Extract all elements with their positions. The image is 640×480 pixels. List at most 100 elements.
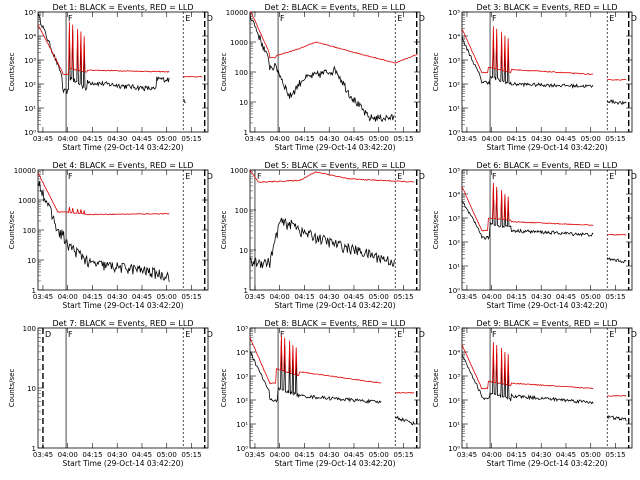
y-tick-label: 10³: [448, 215, 460, 223]
y-tick-label: 10¹: [24, 105, 36, 113]
panel-title: Det 8: BLACK = Events, RED = LLD: [265, 319, 406, 328]
lld-series-line: [250, 11, 418, 64]
y-tick-label: 10³: [236, 373, 248, 381]
x-tick-label: 03:45: [457, 451, 477, 459]
lld-series-line: [461, 182, 627, 236]
y-tick-label: 1000: [230, 167, 248, 175]
lld-series-line: [461, 26, 627, 81]
y-tick-label: 10000: [226, 9, 248, 17]
panel-title: Det 4: BLACK = Events, RED = LLD: [53, 161, 194, 170]
x-axis-label: Start Time (29-Oct-14 03:42:20): [62, 143, 183, 152]
plot-frame: [37, 169, 209, 291]
x-tick-label: 05:00: [157, 135, 177, 143]
panel-title: Det 5: BLACK = Events, RED = LLD: [265, 161, 406, 170]
y-tick-label: 10: [27, 257, 36, 265]
x-tick-label: 04:15: [506, 135, 526, 143]
time-marker-label: D: [419, 172, 425, 181]
y-tick-label: 10¹: [448, 263, 460, 271]
x-tick-label: 05:00: [581, 135, 601, 143]
plot-frame: [249, 169, 421, 291]
y-tick-label: 10⁴: [24, 33, 36, 41]
x-tick-label: 04:30: [531, 451, 551, 459]
panel-title: Det 7: BLACK = Events, RED = LLD: [53, 319, 194, 328]
x-tick-label: 03:45: [33, 451, 53, 459]
y-axis-label: Counts/sec: [8, 211, 16, 250]
events-series-line: [461, 36, 627, 106]
time-marker-label: E: [397, 14, 402, 23]
time-marker-label: D: [631, 330, 637, 339]
y-tick-label: 10⁵: [24, 9, 36, 17]
time-marker-label: D: [207, 330, 213, 339]
x-tick-label: 04:00: [482, 293, 502, 301]
y-tick-label: 10²: [448, 239, 460, 247]
x-axis-label: Start Time (29-Oct-14 03:42:20): [62, 459, 183, 468]
panel-title: Det 6: BLACK = Events, RED = LLD: [477, 161, 618, 170]
y-tick-label: 10⁵: [448, 9, 460, 17]
x-tick-label: 04:00: [270, 451, 290, 459]
x-tick-label: 03:45: [245, 293, 265, 301]
y-tick-label: 10⁰: [24, 129, 36, 137]
x-tick-label: 04:45: [556, 451, 576, 459]
x-tick-label: 04:45: [344, 451, 364, 459]
y-tick-label: 10⁰: [448, 129, 460, 137]
panel-title: Det 3: BLACK = Events, RED = LLD: [477, 3, 618, 12]
detector-panel: Det 1: BLACK = Events, RED = LLD 10⁰ 10¹ 10…: [8, 3, 213, 152]
y-tick-label: 10¹: [236, 421, 248, 429]
y-tick-label: 100: [235, 207, 248, 215]
x-tick-label: 04:15: [506, 293, 526, 301]
plot-frame: [37, 327, 209, 449]
time-marker-label: D: [631, 14, 637, 23]
x-tick-label: 04:30: [107, 293, 127, 301]
y-tick-label: 10⁵: [236, 325, 248, 333]
time-marker-label: E: [609, 330, 614, 339]
x-tick-label: 04:00: [270, 135, 290, 143]
x-tick-label: 04:15: [82, 451, 102, 459]
x-tick-label: 05:15: [605, 293, 625, 301]
detector-panel: Det 8: BLACK = Events, RED = LLD 10⁰ 10¹ 10…: [220, 319, 425, 468]
x-tick-label: 03:45: [33, 293, 53, 301]
lld-series-line: [37, 172, 170, 216]
y-tick-label: 10⁰: [236, 445, 248, 453]
y-tick-label: 10⁴: [448, 349, 460, 357]
time-marker-label: E: [185, 172, 190, 181]
x-tick-label: 05:00: [581, 451, 601, 459]
x-tick-label: 05:15: [393, 293, 413, 301]
x-tick-label: 05:15: [393, 135, 413, 143]
detector-panel: Det 5: BLACK = Events, RED = LLD 1 10 100 10…: [220, 161, 425, 310]
x-tick-label: 05:00: [581, 293, 601, 301]
x-axis-label: Start Time (29-Oct-14 03:42:20): [274, 301, 395, 310]
x-tick-label: 05:15: [605, 135, 625, 143]
y-axis-label: Counts/sec: [432, 53, 440, 92]
plot-frame: [249, 327, 421, 449]
x-axis-label: Start Time (29-Oct-14 03:42:20): [486, 143, 607, 152]
x-tick-label: 05:15: [393, 451, 413, 459]
x-axis-label: Start Time (29-Oct-14 03:42:20): [274, 459, 395, 468]
y-axis-label: Counts/sec: [220, 211, 228, 250]
detector-panel: Det 4: BLACK = Events, RED = LLD 1 10 100 10…: [8, 161, 213, 310]
x-tick-label: 05:15: [605, 451, 625, 459]
x-tick-label: 04:15: [294, 293, 314, 301]
x-tick-label: 04:30: [319, 451, 339, 459]
x-axis-label: Start Time (29-Oct-14 03:42:20): [486, 301, 607, 310]
x-tick-label: 05:00: [369, 451, 389, 459]
time-marker-label: F: [492, 330, 497, 339]
y-tick-label: 10: [27, 385, 36, 393]
x-tick-label: 03:45: [457, 293, 477, 301]
time-marker-label: F: [492, 14, 497, 23]
y-axis-label: Counts/sec: [8, 53, 16, 92]
x-tick-label: 04:30: [319, 293, 339, 301]
time-marker-label: F: [68, 172, 73, 181]
x-tick-label: 04:15: [294, 451, 314, 459]
panel-title: Det 2: BLACK = Events, RED = LLD: [265, 3, 406, 12]
time-marker-label: D: [631, 172, 637, 181]
events-series-line: [37, 14, 186, 103]
x-tick-label: 04:00: [482, 451, 502, 459]
events-series-line: [461, 186, 627, 264]
x-tick-label: 04:45: [556, 135, 576, 143]
y-tick-label: 10⁵: [448, 167, 460, 175]
time-marker-label: F: [492, 172, 497, 181]
plot-frame: [461, 169, 633, 291]
x-tick-label: 04:30: [531, 293, 551, 301]
x-tick-label: 04:30: [531, 135, 551, 143]
x-tick-label: 05:00: [157, 451, 177, 459]
